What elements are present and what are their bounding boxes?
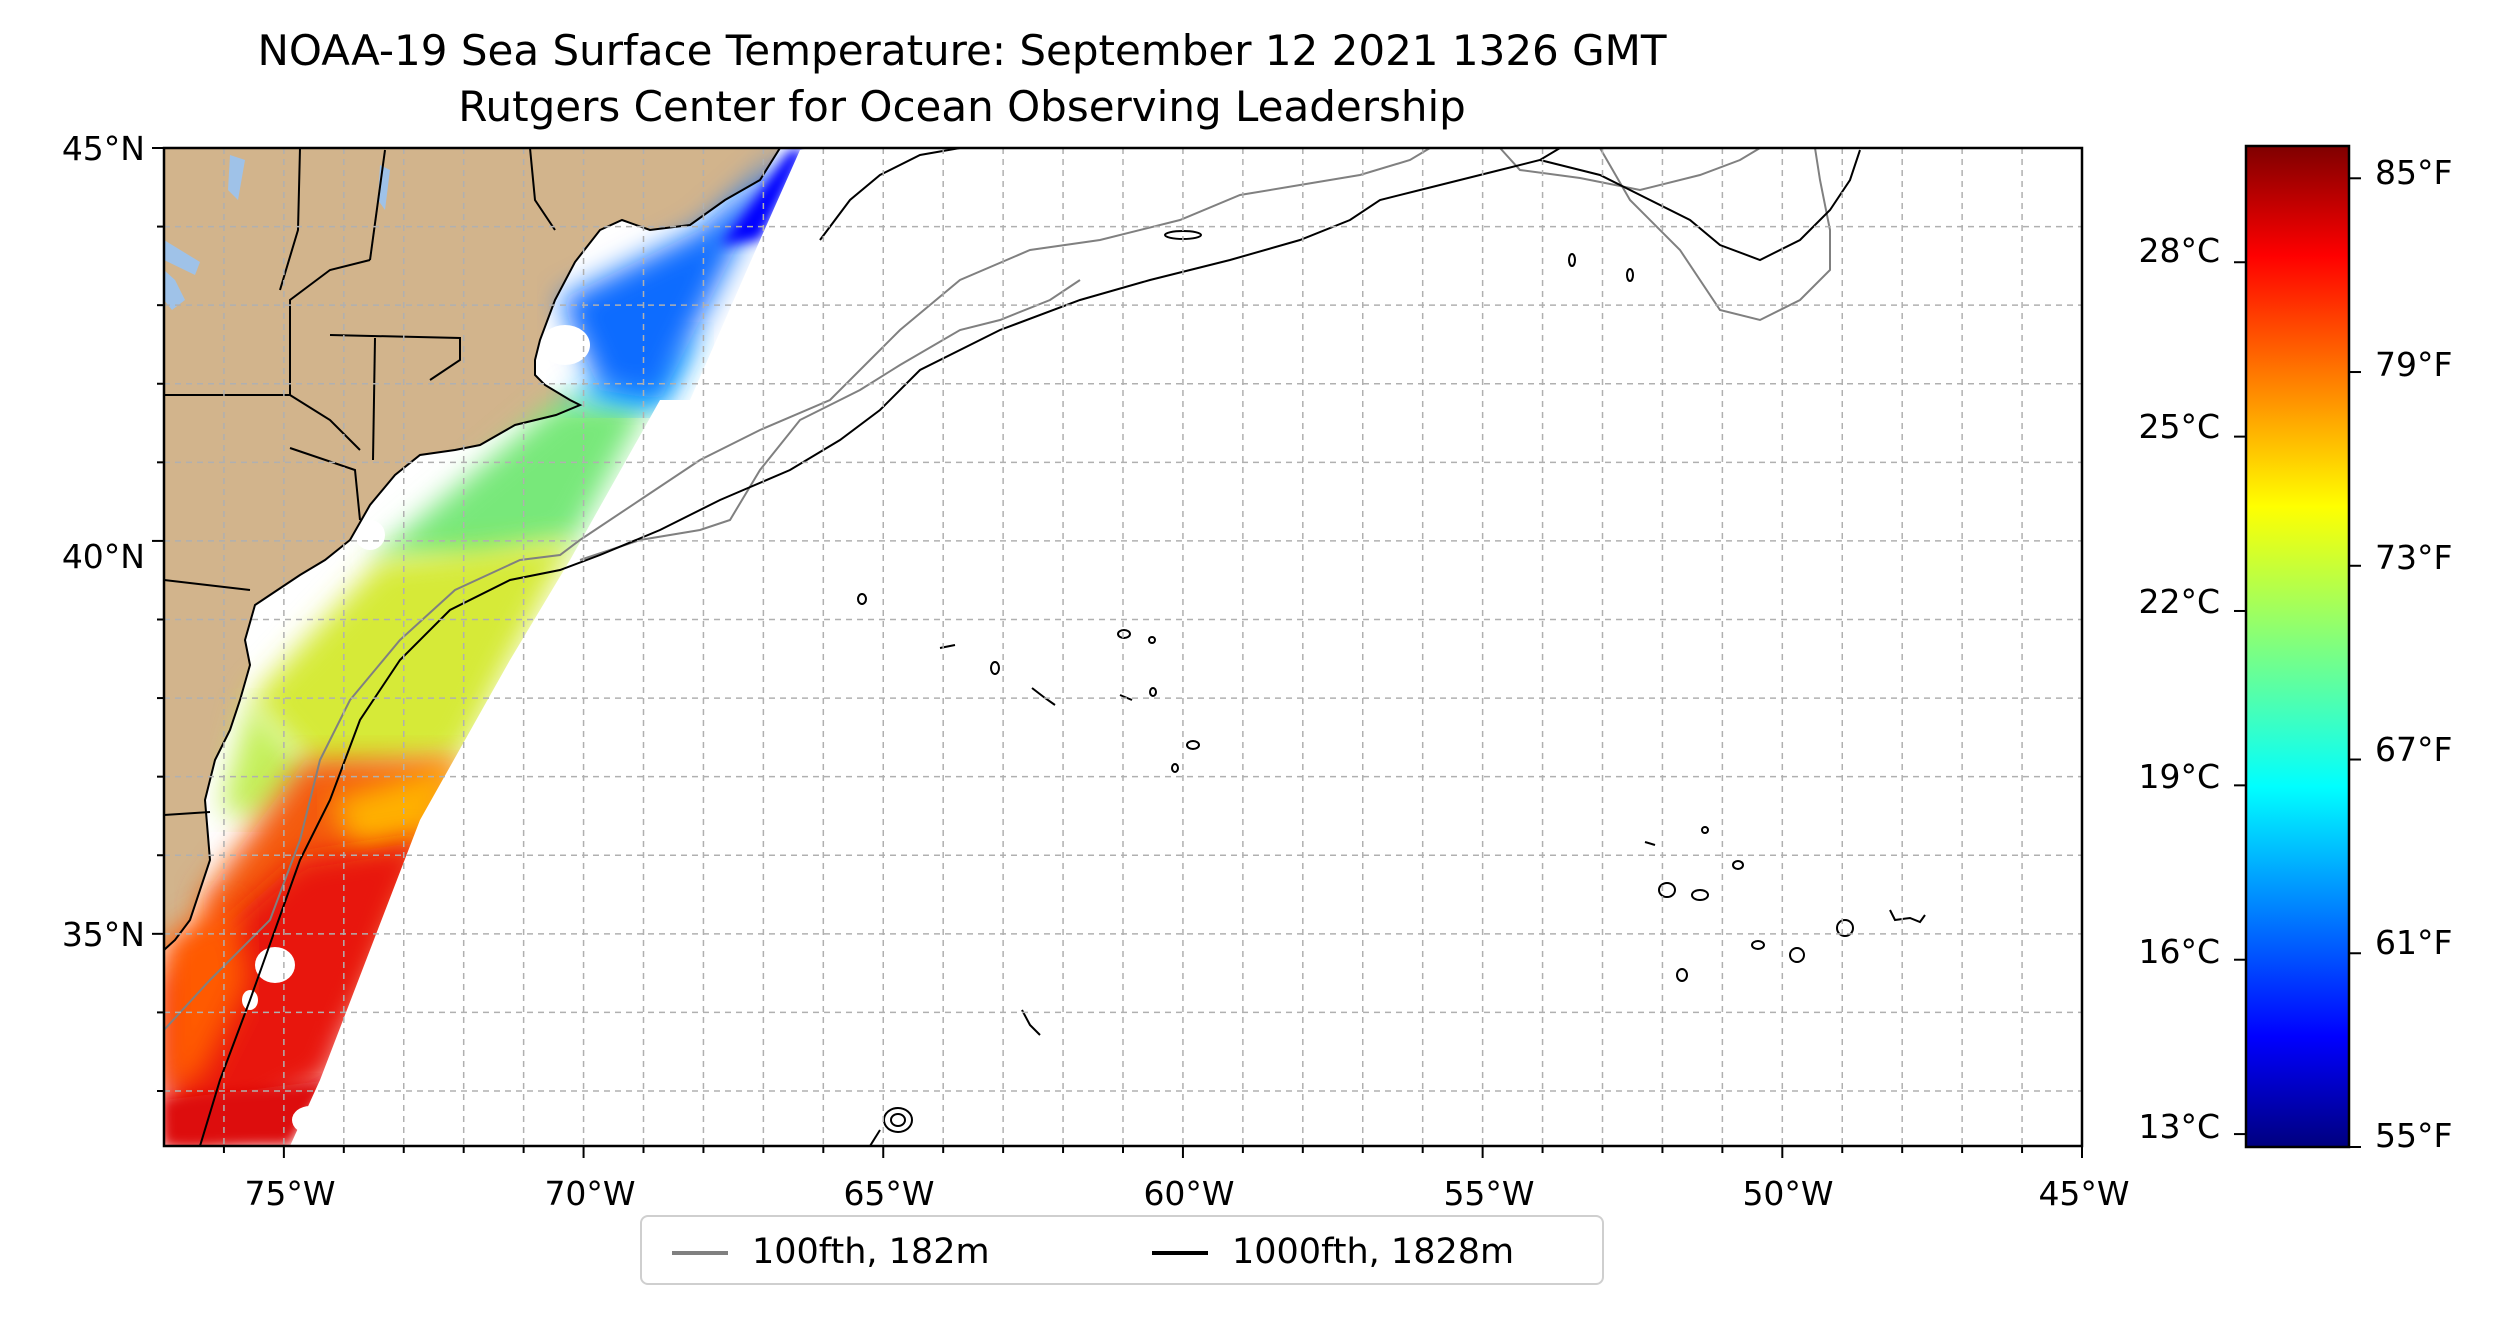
y-tick-label: 35°N [62,915,145,954]
x-tick-label: 50°W [1742,1174,1833,1213]
colorbar-labels: 28°C 25°C 22°C 19°C 16°C 13°C 85°F 79°F … [2138,153,2452,1155]
gridlines [164,148,2082,1146]
fahrenheit-tick-label: 55°F [2375,1116,2452,1155]
x-tick-label: 45°W [2038,1174,2129,1213]
colorbar-ticks [2234,177,2361,1148]
celsius-tick-label: 25°C [2138,407,2220,446]
celsius-tick-label: 16°C [2138,932,2220,971]
legend: 100fth, 182m 1000fth, 1828m [640,1215,1604,1285]
seamounts [857,230,1926,1146]
isobath-100fth [164,148,1831,1031]
legend-swatch-grey [672,1251,728,1255]
fahrenheit-tick-label: 67°F [2375,730,2452,769]
celsius-tick-label: 13°C [2138,1107,2220,1146]
coastlines [164,148,961,951]
x-tick-label: 55°W [1443,1174,1534,1213]
fahrenheit-tick-label: 79°F [2375,345,2452,384]
celsius-tick-label: 19°C [2138,757,2220,796]
state-boundaries [164,148,556,816]
legend-label: 100fth, 182m [752,1232,990,1272]
celsius-tick-label: 22°C [2138,582,2220,621]
y-tick-label: 45°N [62,129,145,168]
celsius-tick-label: 28°C [2138,231,2220,270]
fahrenheit-tick-label: 85°F [2375,153,2452,192]
chart-title: NOAA-19 Sea Surface Temperature: Septemb… [257,26,1667,75]
x-tick-label: 70°W [544,1174,635,1213]
y-tick-label: 40°N [62,537,145,576]
legend-label: 1000fth, 1828m [1232,1232,1515,1272]
sst-swath [164,148,2082,1146]
axis-ticks [152,147,2083,1158]
chart-subtitle: Rutgers Center for Ocean Observing Leade… [458,82,1466,131]
land [164,148,780,950]
x-tick-label: 60°W [1143,1174,1234,1213]
isobath-1000fth [199,148,1861,1146]
fahrenheit-tick-label: 73°F [2375,538,2452,577]
legend-swatch-black [1152,1251,1208,1255]
x-tick-label: 75°W [244,1174,335,1213]
fahrenheit-tick-label: 61°F [2375,923,2452,962]
tick-labels: 75°W 70°W 65°W 60°W 55°W 50°W 45°W 45°N … [62,129,2130,1213]
colorbar [2244,144,2351,1149]
x-tick-label: 65°W [843,1174,934,1213]
